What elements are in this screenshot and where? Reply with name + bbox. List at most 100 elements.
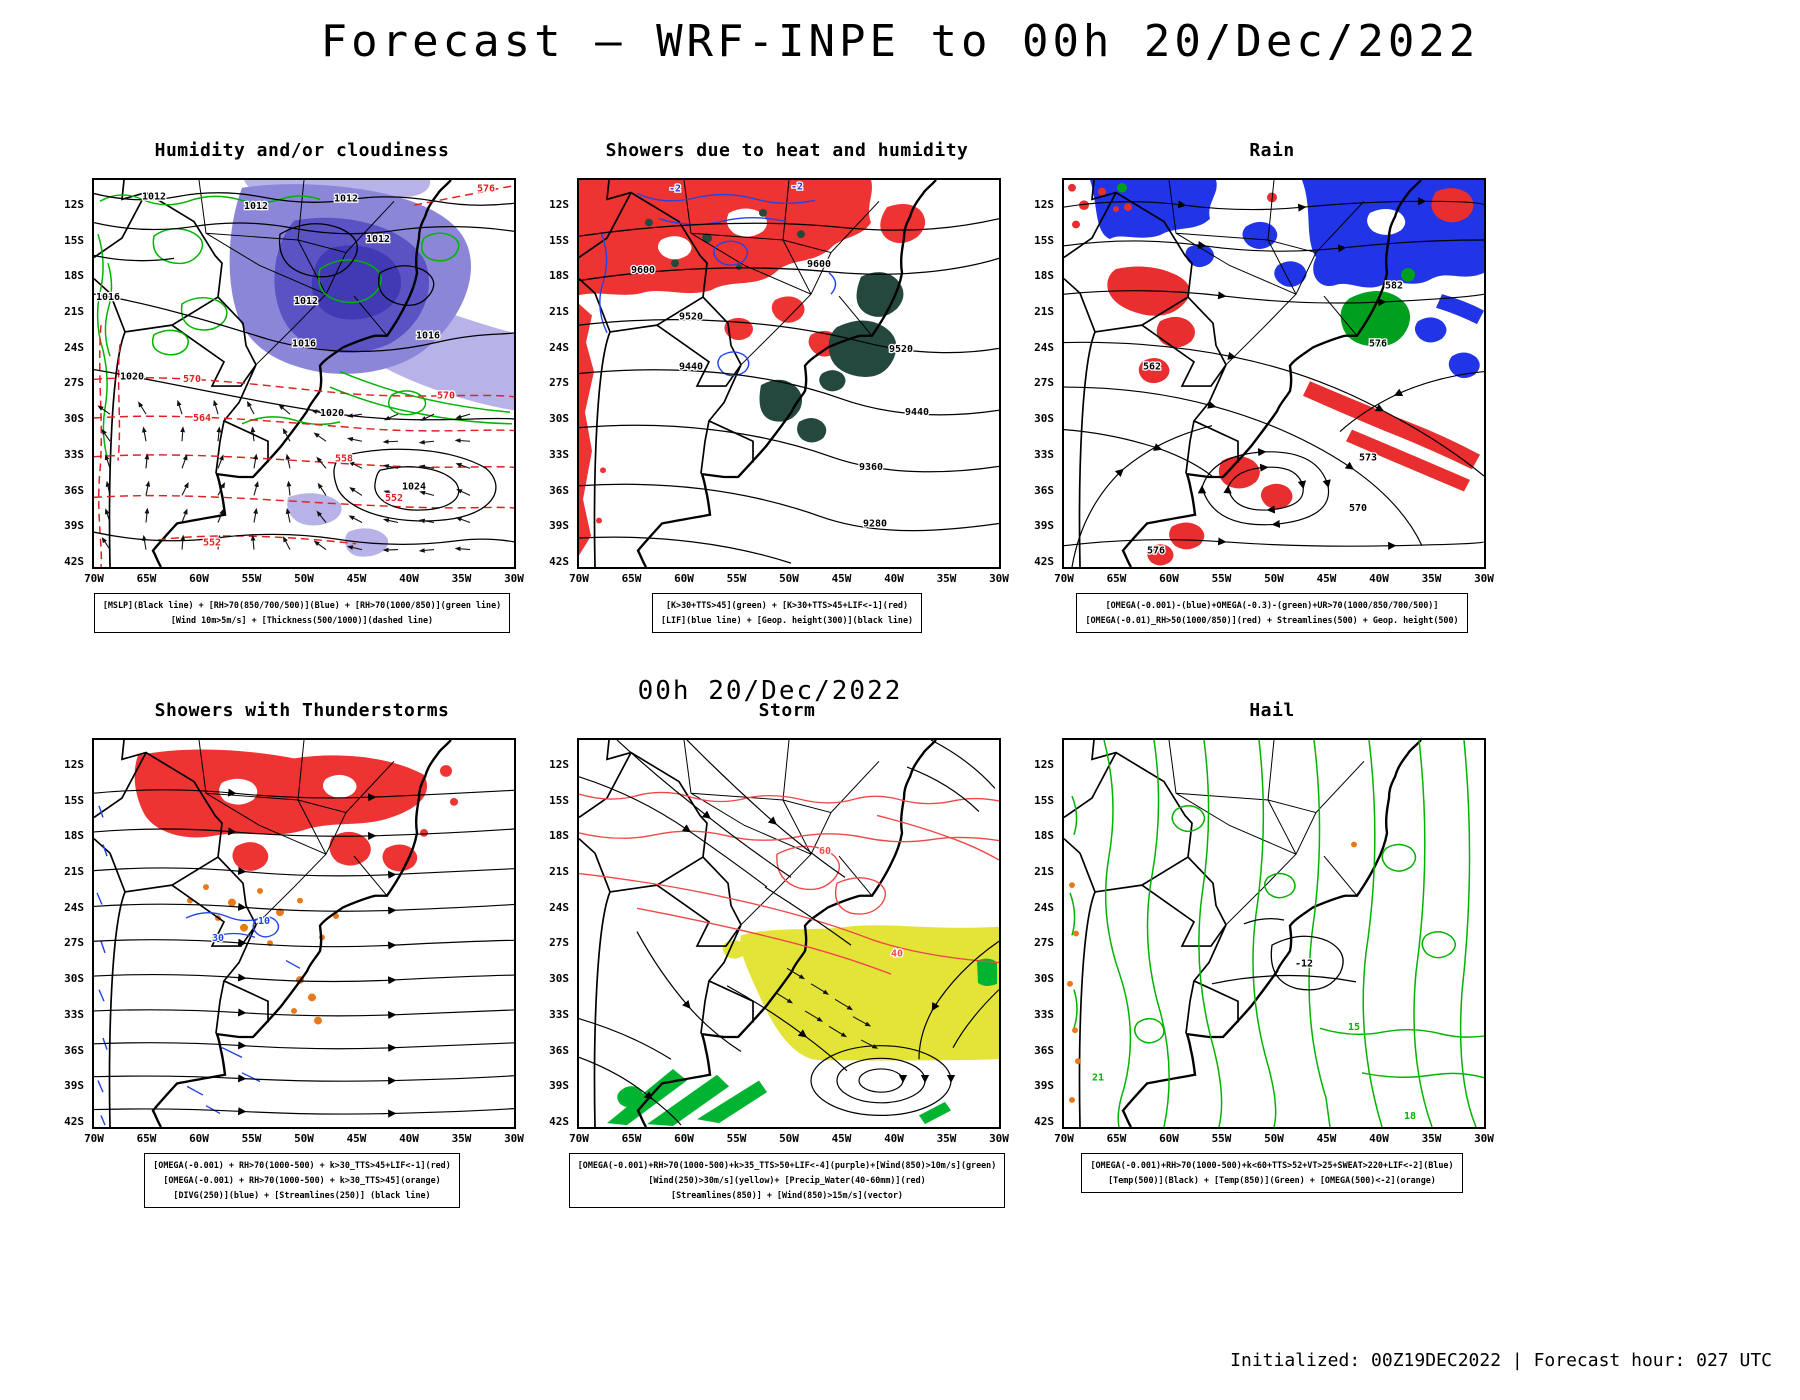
- map-canvas-heat-showers: -2 -2 9600 9600 9520 9520 9440 9440 9360 9280: [579, 180, 999, 567]
- wind-arrows-layer: [97, 399, 471, 553]
- lon-tick: 30W: [989, 572, 1009, 585]
- lat-tick: 24S: [64, 340, 84, 354]
- contour-label: -2: [791, 182, 803, 193]
- legend-line: [K>30+TTS>45](green) + [K>30+TTS>45+LIF<…: [665, 600, 908, 610]
- lat-tick: 39S: [1034, 519, 1054, 533]
- lat-tick: 33S: [64, 447, 84, 461]
- lat-tick: 33S: [549, 447, 569, 461]
- contour-label: 15: [1348, 1022, 1360, 1033]
- lon-axis: 70W 65W 60W 55W 50W 45W 40W 35W 30W: [569, 1132, 1009, 1148]
- valid-time-subtitle: 00h 20/Dec/2022: [637, 675, 903, 706]
- panel-title-heat-showers: Showers due to heat and humidity: [605, 140, 969, 161]
- omega-orange-layer: [1067, 841, 1357, 1103]
- lat-tick: 21S: [549, 304, 569, 318]
- lat-tick: 27S: [64, 936, 84, 950]
- contour-label: 10: [258, 916, 270, 927]
- map-heat-showers: 12S 15S 18S 21S 24S 27S 30S 33S 36S 39S 42S 70W 65W…: [549, 178, 1009, 585]
- lat-tick: 42S: [1034, 1115, 1054, 1129]
- lon-tick: 30W: [989, 1132, 1009, 1145]
- contour-label: -2: [669, 184, 681, 195]
- lon-tick: 65W: [1106, 1132, 1127, 1145]
- lon-axis: 70W 65W 60W 55W 50W 45W 40W 35W 30W: [84, 572, 524, 588]
- lon-tick: 35W: [451, 1132, 472, 1145]
- lon-axis: 70W 65W 60W 55W 50W 45W 40W 35W 30W: [1054, 572, 1494, 588]
- lon-tick: 35W: [936, 1132, 957, 1145]
- lat-axis: 12S 15S 18S 21S 24S 27S 30S 33S 36S 39S 42S: [50, 180, 90, 569]
- lon-tick: 35W: [1421, 572, 1442, 585]
- panel-title-thunderstorms: Showers with Thunderstorms: [154, 700, 450, 721]
- instability-red-layer: [579, 180, 926, 556]
- legend-line: [OMEGA(-0.001) + RH>70(1000-500) + k>30_…: [163, 1175, 441, 1186]
- contour-label: 1012: [142, 191, 166, 202]
- lon-tick: 55W: [241, 1132, 262, 1145]
- lon-tick: 60W: [1159, 1132, 1179, 1145]
- contour-label: 40: [891, 949, 903, 960]
- lon-tick: 70W: [569, 1132, 589, 1145]
- panel-heat-showers: Showers due to heat and humidity 12S 15S 1…: [535, 140, 1009, 634]
- panel-title-storm: Storm: [758, 700, 816, 721]
- lat-tick: 27S: [1034, 376, 1054, 390]
- lon-tick: 60W: [674, 1132, 694, 1145]
- legend-rain: [OMEGA(-0.001)-(blue)+OMEGA(-0.3)-(green…: [1062, 593, 1482, 634]
- contour-label: 9520: [889, 344, 913, 355]
- lat-tick: 39S: [1034, 1079, 1054, 1093]
- lat-tick: 24S: [549, 340, 569, 354]
- lon-tick: 55W: [1211, 572, 1232, 585]
- streamlines-850-layer: [579, 740, 999, 1126]
- lon-tick: 45W: [1316, 1132, 1337, 1145]
- lon-tick: 55W: [726, 1132, 747, 1145]
- contour-label: 570: [437, 391, 455, 402]
- temp500-black-contours: [1211, 918, 1357, 991]
- lon-tick: 45W: [346, 1132, 367, 1145]
- contour-label: 582: [1385, 280, 1403, 291]
- lat-tick: 36S: [549, 1043, 569, 1057]
- contour-label: 9600: [631, 265, 655, 276]
- contour-label: 570: [1349, 503, 1367, 514]
- lat-tick: 12S: [549, 757, 569, 771]
- lat-tick: 42S: [1034, 555, 1054, 569]
- map-storm: 12S 15S 18S 21S 24S 27S 30S 33S 36S 39S 42S 70W 65W…: [549, 738, 1009, 1145]
- lat-tick: 33S: [1034, 447, 1054, 461]
- contour-label: 552: [203, 538, 221, 549]
- legend-line: [MSLP](Black line) + [RH>70(850/700/500)…: [102, 600, 502, 610]
- lat-axis: 12S 15S 18S 21S 24S 27S 30S 33S 36S 39S 42S: [1020, 740, 1060, 1129]
- mslp-black-contours: [94, 192, 514, 545]
- lat-tick: 18S: [64, 269, 84, 283]
- legend-heat-showers: [K>30+TTS>45](green) + [K>30+TTS>45+LIF<…: [577, 593, 997, 634]
- lon-tick: 65W: [136, 572, 157, 585]
- map-canvas-thunderstorms: 10 30: [94, 740, 514, 1127]
- contour-label: 1020: [320, 408, 344, 419]
- lon-tick: 30W: [504, 572, 524, 585]
- contour-label: 570: [183, 374, 201, 385]
- streamlines-500-layer: [1064, 197, 1484, 567]
- lon-tick: 35W: [451, 572, 472, 585]
- lat-tick: 15S: [1034, 793, 1054, 807]
- map-rain: 12S 15S 18S 21S 24S 27S 30S 33S 36S 39S 42S 70W 65W…: [1034, 178, 1494, 585]
- lat-tick: 39S: [549, 519, 569, 533]
- map-humidity: 12S 15S 18S 21S 24S 27S 30S 33S 36S 39S 42S 70W 65W…: [64, 178, 524, 585]
- lat-tick: 27S: [549, 376, 569, 390]
- lat-tick: 36S: [1034, 483, 1054, 497]
- lon-tick: 35W: [1421, 1132, 1442, 1145]
- lon-axis: 70W 65W 60W 55W 50W 45W 40W 35W 30W: [569, 572, 1009, 588]
- lon-tick: 70W: [569, 572, 589, 585]
- legend-line: [OMEGA(-0.001) + RH>70(1000-500) + k>30_…: [153, 1160, 451, 1170]
- contour-label: 30: [212, 933, 224, 944]
- contour-label: 576: [1369, 339, 1387, 350]
- lat-tick: 15S: [549, 793, 569, 807]
- lon-tick: 40W: [399, 572, 419, 585]
- lat-tick: 18S: [64, 829, 84, 843]
- lat-tick: 36S: [64, 483, 84, 497]
- lon-tick: 50W: [779, 572, 799, 585]
- lat-tick: 18S: [1034, 829, 1054, 843]
- lon-tick: 50W: [294, 572, 314, 585]
- contour-label: 558: [335, 454, 353, 465]
- lon-tick: 65W: [621, 1132, 642, 1145]
- lat-tick: 42S: [64, 555, 84, 569]
- lat-tick: 18S: [549, 269, 569, 283]
- lon-tick: 60W: [189, 1132, 209, 1145]
- lon-tick: 45W: [831, 572, 852, 585]
- lat-tick: 30S: [549, 972, 569, 986]
- lat-tick: 24S: [64, 900, 84, 914]
- lat-tick: 30S: [549, 412, 569, 426]
